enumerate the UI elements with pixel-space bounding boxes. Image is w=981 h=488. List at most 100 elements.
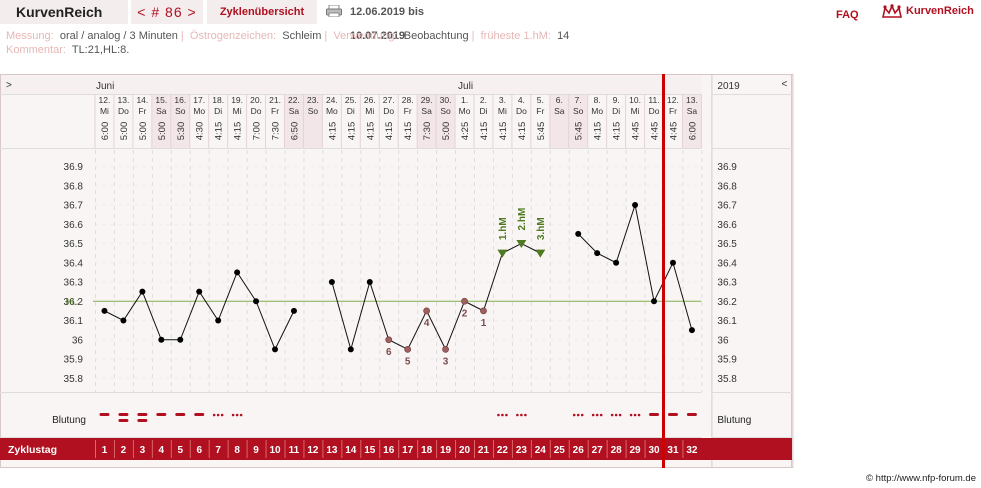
verwendung-value: Beobachtung xyxy=(403,30,469,42)
cycle-nav[interactable]: < # 86 > xyxy=(131,0,203,24)
day-header[interactable]: 18.Di 4:15 xyxy=(212,95,224,140)
bleeding-spot-mark xyxy=(235,413,239,417)
day-weekday: Di xyxy=(479,106,487,116)
day-date: 3. xyxy=(499,95,506,105)
temp-point xyxy=(688,327,695,334)
date-range-text: 12.06.2019 bis 10.07.2019 xyxy=(350,6,425,42)
bleeding-spot-mark xyxy=(629,413,633,417)
cycle-overview-link[interactable]: Zyklenübersicht xyxy=(207,0,317,24)
zyklustag-label: Zyklustag xyxy=(8,444,57,456)
day-header[interactable]: 16.So 5:30 xyxy=(174,95,186,140)
temp-point xyxy=(120,317,127,324)
day-header[interactable]: 12.Fr 4:45 xyxy=(667,95,679,140)
measure-time: 4:15 xyxy=(479,122,490,141)
day-header[interactable]: 12.Mi 6:00 xyxy=(99,95,111,140)
day-header[interactable]: 20.Do 7:00 xyxy=(250,95,262,140)
day-date: 2. xyxy=(480,95,487,105)
lower-temp-count: 2 xyxy=(462,308,468,319)
day-header[interactable]: 15.Sa 5:00 xyxy=(155,95,167,140)
brand-tab[interactable]: KurvenReich xyxy=(0,0,128,24)
day-header[interactable]: 13.Sa 6:00 xyxy=(686,95,698,140)
day-header[interactable]: 9.Di 4:15 xyxy=(612,95,623,140)
day-header[interactable]: 3.Mi 4:15 xyxy=(498,95,509,140)
faq-link[interactable]: FAQ xyxy=(836,3,859,27)
day-header[interactable]: 14.Fr 5:00 xyxy=(136,95,148,140)
bleeding-spot-mark xyxy=(505,413,508,417)
day-header[interactable]: 4.Do 4:15 xyxy=(516,95,528,140)
day-header[interactable]: 5.Fr 5:45 xyxy=(536,95,547,140)
temp-point xyxy=(196,288,203,295)
chart-panel xyxy=(0,74,792,468)
day-header[interactable]: 6.Sa xyxy=(554,95,565,116)
day-weekday: Sa xyxy=(421,106,432,116)
day-date: 5. xyxy=(537,95,544,105)
day-header[interactable]: 24.Mo 4:15 xyxy=(326,95,338,140)
day-date: 12. xyxy=(667,95,679,105)
day-weekday: Fr xyxy=(404,106,412,116)
cycle-day-number: 26 xyxy=(573,445,585,456)
kommentar-value: TL:21,HL:8. xyxy=(71,44,130,56)
cycle-day-number: 30 xyxy=(648,445,660,456)
day-weekday: Sa xyxy=(554,106,565,116)
temp-axis-label-left: 36.9 xyxy=(64,162,84,173)
day-date: 16. xyxy=(174,95,186,105)
scroll-left-arrow[interactable]: > xyxy=(6,80,12,91)
day-weekday: So xyxy=(440,106,451,116)
day-date: 20. xyxy=(250,95,262,105)
bleeding-spot-mark xyxy=(614,413,618,417)
day-header[interactable]: 29.Sa 7:30 xyxy=(421,95,433,140)
day-header[interactable]: 10.Mi 4:45 xyxy=(629,95,641,140)
cycle-day-number: 22 xyxy=(497,445,509,456)
day-header[interactable]: 17.Mo 4:30 xyxy=(193,95,205,140)
hm-label: 3.hM xyxy=(536,217,547,240)
day-header[interactable]: 30.So 5:00 xyxy=(440,95,452,140)
bleeding-spot-mark xyxy=(216,413,220,417)
day-date: 15. xyxy=(155,95,167,105)
temp-point xyxy=(347,346,354,353)
day-weekday: Fr xyxy=(271,106,279,116)
weekend-shade xyxy=(284,94,304,148)
day-header[interactable]: 11.Do 4:45 xyxy=(648,95,660,140)
temp-axis-label-left: 36 xyxy=(72,335,84,346)
bleeding-strong-mark xyxy=(99,413,110,416)
day-header[interactable]: 2.Di 4:15 xyxy=(479,95,490,140)
temp-point xyxy=(594,250,601,257)
day-header[interactable]: 8.Mo 4:15 xyxy=(591,95,603,140)
measure-time: 5:30 xyxy=(176,122,187,141)
temp-axis-label-left: 35.8 xyxy=(64,374,84,385)
temp-point xyxy=(632,202,639,208)
day-header[interactable]: 21.Fr 7:30 xyxy=(269,95,281,140)
day-weekday: Fr xyxy=(536,106,544,116)
hm-label: 1.hM xyxy=(498,217,509,240)
temp-axis-label-left: 36.8 xyxy=(64,181,84,192)
cycle-day-number: 21 xyxy=(478,445,490,456)
day-date: 10. xyxy=(629,95,641,105)
hm-triangle-marker xyxy=(535,249,546,258)
day-header[interactable]: 23.So xyxy=(307,95,319,116)
day-header[interactable]: 28.Fr 4:15 xyxy=(402,95,414,140)
day-header[interactable]: 27.Do 4:15 xyxy=(383,95,395,140)
day-header[interactable]: 22.Sa 6:50 xyxy=(288,95,300,140)
day-header[interactable]: 25.Di 4:15 xyxy=(345,95,357,140)
scroll-right-arrow[interactable]: < xyxy=(782,79,788,90)
day-weekday: Mi xyxy=(233,106,242,116)
day-header[interactable]: 1.Mo 4:25 xyxy=(459,95,471,140)
crown-logo-icon xyxy=(882,4,902,18)
day-header[interactable]: 26.Mi 4:15 xyxy=(364,95,376,140)
footer-copyright: © http://www.nfp-forum.de xyxy=(866,473,976,484)
day-header[interactable]: 7.So 5:45 xyxy=(573,95,585,140)
logo[interactable]: KurvenReich xyxy=(880,2,980,22)
measure-time: 6:00 xyxy=(687,122,698,141)
temp-axis-label-right: 36.9 xyxy=(717,162,737,173)
temp-point-lower xyxy=(385,336,393,344)
printer-icon[interactable] xyxy=(326,5,342,17)
day-date: 11. xyxy=(648,95,659,105)
day-header[interactable]: 19.Mi 4:15 xyxy=(231,95,243,140)
day-weekday: Mi xyxy=(498,106,507,116)
day-weekday: Fr xyxy=(138,106,146,116)
temp-point xyxy=(290,307,297,314)
day-header[interactable]: 13.Do 5:00 xyxy=(118,95,130,140)
hm-triangle-marker xyxy=(497,249,508,258)
chart-border xyxy=(0,74,792,468)
day-date: 21. xyxy=(269,95,281,105)
